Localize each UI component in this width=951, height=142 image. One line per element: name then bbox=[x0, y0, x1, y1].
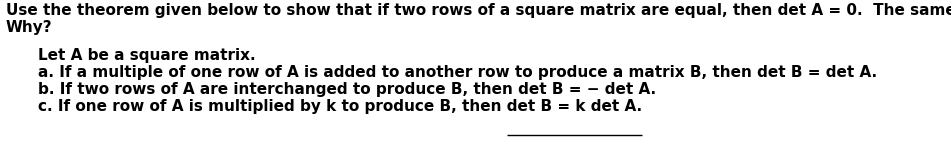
Text: c. If one row of A is multiplied by k to produce B, then det B = k det A.: c. If one row of A is multiplied by k to… bbox=[38, 99, 642, 114]
Text: Let A be a square matrix.: Let A be a square matrix. bbox=[38, 48, 256, 63]
Text: a. If a multiple of one row of A is added to another row to produce a matrix B, : a. If a multiple of one row of A is adde… bbox=[38, 65, 877, 80]
Text: b. If two rows of A are interchanged to produce B, then det B = − det A.: b. If two rows of A are interchanged to … bbox=[38, 82, 656, 97]
Text: c. If one row of A is multiplied by k to produce B, then det B = k det A.: c. If one row of A is multiplied by k to… bbox=[38, 99, 642, 114]
Text: c. If one row of A is multiplied by k to produce B, then: c. If one row of A is multiplied by k to… bbox=[38, 99, 507, 114]
Text: Why?: Why? bbox=[6, 20, 52, 35]
Text: Use the theorem given below to show that if two rows of a square matrix are equa: Use the theorem given below to show that… bbox=[6, 3, 951, 18]
